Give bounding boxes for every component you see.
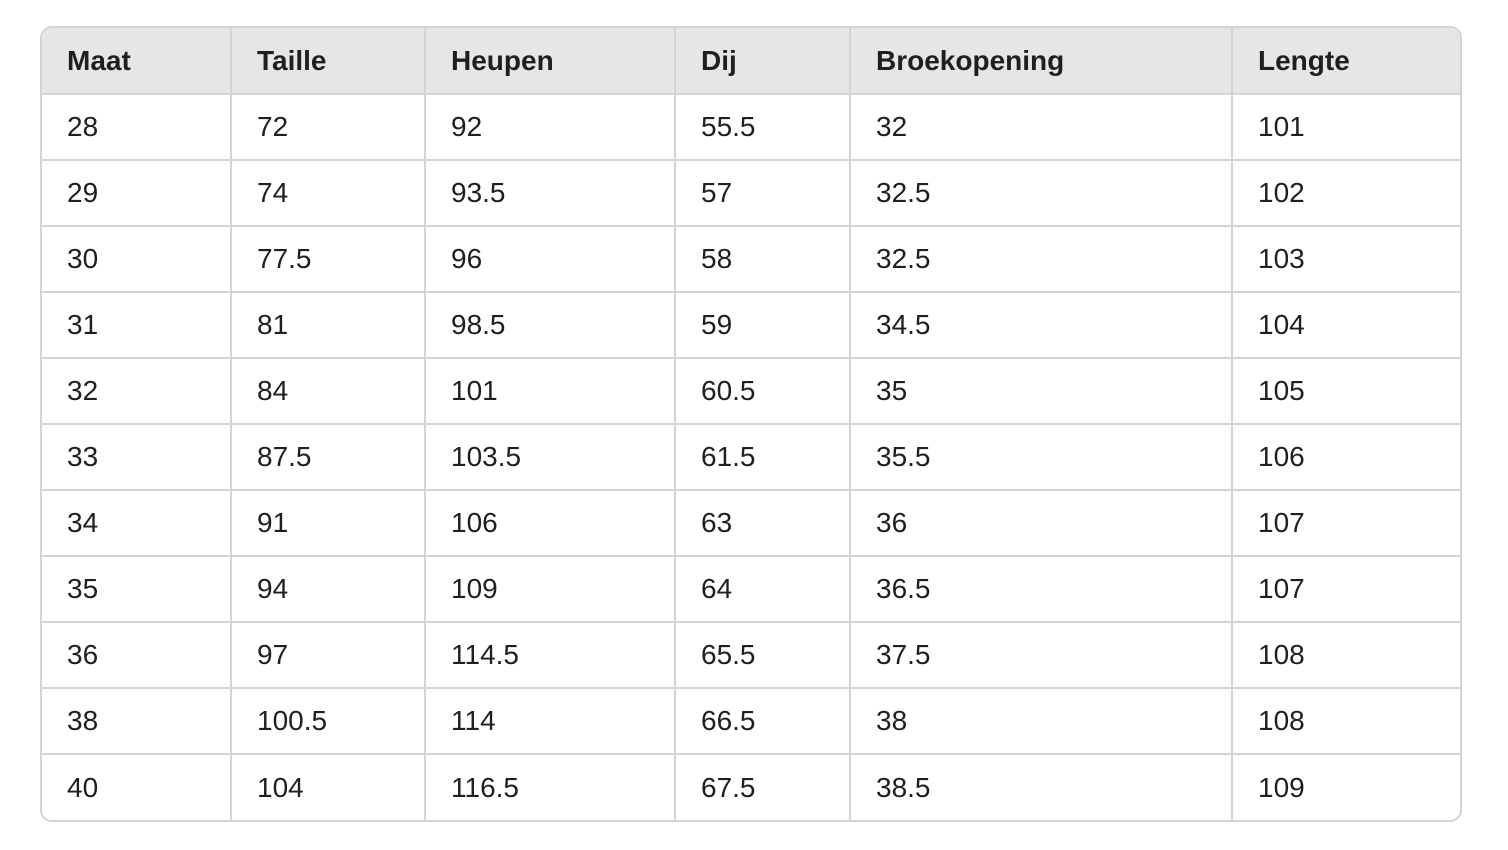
cell-lengte: 102 [1232, 160, 1460, 227]
table-row: 35 94 109 64 36.5 107 [42, 556, 1460, 623]
cell-lengte: 103 [1232, 226, 1460, 293]
cell-heupen: 116.5 [425, 754, 676, 820]
cell-lengte: 107 [1232, 556, 1460, 623]
cell-maat: 31 [42, 292, 232, 359]
cell-broekopening: 38.5 [850, 754, 1233, 820]
cell-lengte: 104 [1232, 292, 1460, 359]
cell-maat: 35 [42, 556, 232, 623]
cell-lengte: 108 [1232, 688, 1460, 755]
cell-heupen: 101 [425, 358, 676, 425]
table-row: 36 97 114.5 65.5 37.5 108 [42, 622, 1460, 689]
cell-dij: 59 [675, 292, 851, 359]
cell-broekopening: 35.5 [850, 424, 1233, 491]
cell-maat: 38 [42, 688, 232, 755]
table-row: 28 72 92 55.5 32 101 [42, 94, 1460, 161]
cell-taille: 91 [231, 490, 426, 557]
header-row: Maat Taille Heupen Dij Broekopening Leng… [42, 28, 1460, 95]
cell-taille: 94 [231, 556, 426, 623]
size-table-container: Maat Taille Heupen Dij Broekopening Leng… [40, 26, 1462, 822]
cell-lengte: 101 [1232, 94, 1460, 161]
header-taille: Taille [231, 28, 426, 95]
cell-lengte: 106 [1232, 424, 1460, 491]
table-row: 38 100.5 114 66.5 38 108 [42, 688, 1460, 755]
table-row: 32 84 101 60.5 35 105 [42, 358, 1460, 425]
header-maat: Maat [42, 28, 232, 95]
cell-dij: 57 [675, 160, 851, 227]
cell-maat: 32 [42, 358, 232, 425]
table-row: 34 91 106 63 36 107 [42, 490, 1460, 557]
cell-broekopening: 32.5 [850, 226, 1233, 293]
cell-taille: 74 [231, 160, 426, 227]
cell-dij: 64 [675, 556, 851, 623]
cell-taille: 72 [231, 94, 426, 161]
cell-lengte: 109 [1258, 771, 1305, 803]
cell-taille: 100.5 [231, 688, 426, 755]
header-lengte: Lengte [1232, 28, 1460, 95]
cell-lengte: 108 [1232, 622, 1460, 689]
cell-lengte: 105 [1232, 358, 1460, 425]
table-row: 33 87.5 103.5 61.5 35.5 106 [42, 424, 1460, 491]
cell-heupen: 96 [425, 226, 676, 293]
cell-dij: 63 [675, 490, 851, 557]
cell-taille: 84 [231, 358, 426, 425]
size-table: Maat Taille Heupen Dij Broekopening Leng… [42, 28, 1460, 820]
cell-maat: 30 [42, 226, 232, 293]
cell-heupen: 109 [425, 556, 676, 623]
cell-heupen: 103.5 [425, 424, 676, 491]
cell-broekopening: 32.5 [850, 160, 1233, 227]
cell-heupen: 114.5 [425, 622, 676, 689]
size-table-header: Maat Taille Heupen Dij Broekopening Leng… [42, 28, 1460, 95]
cell-heupen: 98.5 [425, 292, 676, 359]
cell-heupen: 114 [425, 688, 676, 755]
cell-dij: 65.5 [675, 622, 851, 689]
cell-dij: 60.5 [675, 358, 851, 425]
cell-broekopening: 35 [850, 358, 1233, 425]
cell-dij: 58 [675, 226, 851, 293]
table-row: 31 81 98.5 59 34.5 104 [42, 292, 1460, 359]
cell-heupen: 106 [425, 490, 676, 557]
cell-broekopening: 38 [850, 688, 1233, 755]
cell-heupen: 92 [425, 94, 676, 161]
table-row: 40 104 116.5 67.5 38.5 109 [42, 754, 1460, 820]
cell-taille: 97 [231, 622, 426, 689]
cell-maat: 33 [42, 424, 232, 491]
cell-dij: 61.5 [675, 424, 851, 491]
cell-dij: 55.5 [675, 94, 851, 161]
table-row: 30 77.5 96 58 32.5 103 [42, 226, 1460, 293]
cell-heupen: 93.5 [425, 160, 676, 227]
cell-dij: 67.5 [675, 754, 851, 820]
cell-broekopening: 32 [850, 94, 1233, 161]
cell-broekopening: 36 [850, 490, 1233, 557]
table-row: 29 74 93.5 57 32.5 102 [42, 160, 1460, 227]
cell-broekopening: 36.5 [850, 556, 1233, 623]
header-dij: Dij [675, 28, 851, 95]
cell-maat: 34 [42, 490, 232, 557]
cell-taille: 104 [231, 754, 426, 820]
cell-lengte: 107 [1232, 490, 1460, 557]
size-table-body: 28 72 92 55.5 32 101 29 74 93.5 57 32.5 102 30 77.5 96… [42, 94, 1460, 820]
cell-taille: 87.5 [231, 424, 426, 491]
cell-broekopening: 37.5 [850, 622, 1233, 689]
cell-broekopening: 34.5 [850, 292, 1233, 359]
cell-maat: 36 [42, 622, 232, 689]
cell-dij: 66.5 [675, 688, 851, 755]
cell-maat: 29 [42, 160, 232, 227]
cell-maat: 40 [42, 754, 232, 820]
header-broekopening: Broekopening [850, 28, 1233, 95]
header-heupen: Heupen [425, 28, 676, 95]
cell-taille: 81 [231, 292, 426, 359]
cell-taille: 77.5 [231, 226, 426, 293]
cell-maat: 28 [42, 94, 232, 161]
